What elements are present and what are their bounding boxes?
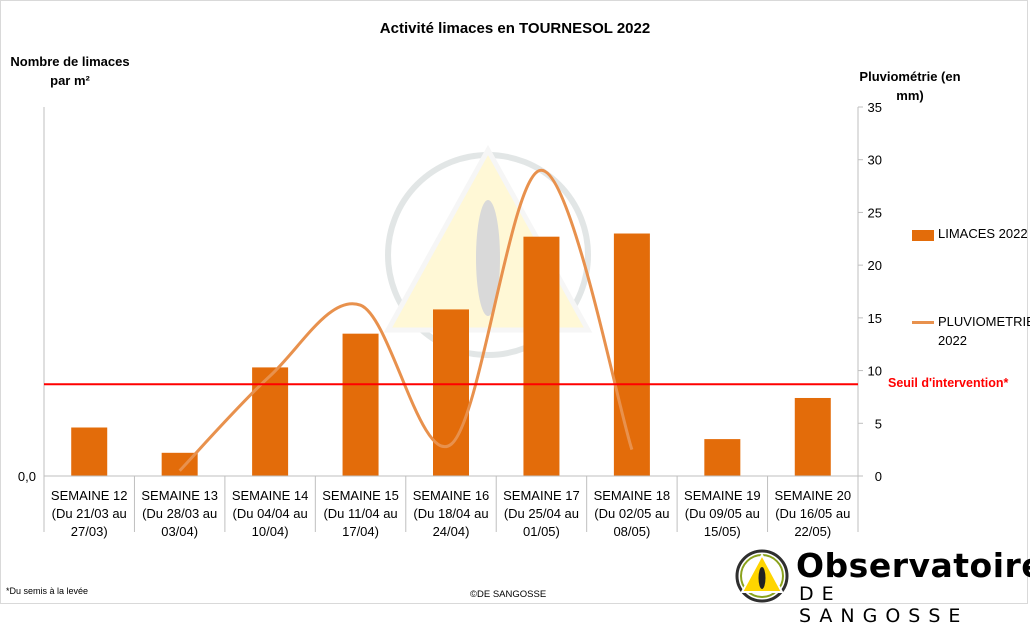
legend-swatch-limaces (912, 230, 934, 241)
x-axis-category-label: 27/03) (71, 524, 108, 539)
x-axis-category-label: SEMAINE 13 (141, 488, 218, 503)
y-axis-right-tick-label: 35 (868, 100, 882, 115)
chart-plot: 0 5 10 15 20 25 30 35 0,0 SEMAINE 12 (Du 21/03 au 2… (18, 100, 882, 539)
x-axis-category-label: 17/04) (342, 524, 379, 539)
y-axis-right-tick-label: 15 (868, 311, 882, 326)
y-axis-right-tick-label: 10 (868, 364, 882, 379)
x-axis-category-label: (Du 28/03 au (142, 506, 217, 521)
bar-limaces (71, 427, 108, 476)
x-axis-category-label: 01/05) (523, 524, 560, 539)
x-axis-category-label: SEMAINE 19 (684, 488, 761, 503)
y-axis-right-tick-label: 30 (868, 153, 882, 168)
x-axis-category-label: (Du 16/05 au (775, 506, 850, 521)
bar-limaces (794, 397, 831, 476)
x-axis-category-label: SEMAINE 20 (774, 488, 851, 503)
x-axis-category-label: 10/04) (252, 524, 289, 539)
x-axis-category-label: (Du 21/03 au (52, 506, 127, 521)
bar-limaces (161, 452, 198, 476)
x-axis-category-label: (Du 04/04 au (233, 506, 308, 521)
x-axis-category-label: SEMAINE 16 (413, 488, 490, 503)
x-axis-category-label: SEMAINE 18 (594, 488, 671, 503)
y-axis-right-tick-label: 0 (875, 469, 882, 484)
legend-label-limaces: LIMACES 2022 (938, 226, 1028, 241)
logo-subtitle: DE SANGOSSE (799, 583, 969, 627)
x-axis-category-label: SEMAINE 12 (51, 488, 128, 503)
legend-item-pluviometrie: PLUVIOMETRIE 2022 (912, 312, 1030, 350)
pluviometrie-line (178, 168, 634, 472)
chart-title: Activité limaces en TOURNESOL 2022 (379, 20, 651, 37)
copyright: ©DE SANGOSSE (470, 589, 547, 600)
x-axis-category-label: SEMAINE 14 (232, 488, 309, 503)
x-axis-category-label: 03/04) (161, 524, 198, 539)
x-axis-category-label: SEMAINE 17 (503, 488, 580, 503)
x-axis-category-label: 22/05) (794, 524, 831, 539)
logo-name: Observatoire® (796, 546, 1030, 585)
y-axis-left-tick-label: 0,0 (18, 469, 36, 484)
footnote: *Du semis à la levée (6, 586, 89, 596)
legend-item-limaces: LIMACES 2022 (912, 226, 1028, 241)
observatoire-logo-icon (735, 549, 789, 603)
x-axis-category-label: 15/05) (704, 524, 741, 539)
legend-label-pluviometrie: PLUVIOMETRIE 2022 (938, 314, 1030, 348)
bar-limaces (342, 333, 379, 476)
y-axis-right-tick-label: 5 (875, 416, 882, 431)
bar-limaces (613, 233, 650, 476)
x-axis-category-label: (Du 09/05 au (685, 506, 760, 521)
bar-limaces (433, 309, 469, 476)
threshold-label: Seuil d'intervention* (888, 376, 1009, 390)
legend-swatch-pluviometrie (912, 321, 934, 324)
x-axis-category-label: 24/04) (433, 524, 470, 539)
y-axis-right-label: Pluviométrie (en mm) (859, 69, 961, 103)
bar-limaces (523, 236, 560, 476)
chart-frame (0, 0, 1028, 604)
x-axis-category-label: SEMAINE 15 (322, 488, 399, 503)
x-axis-category-label: (Du 18/04 au (413, 506, 488, 521)
observatoire-logo: Observatoire® DE SANGOSSE (734, 546, 1030, 627)
x-axis-category-label: (Du 25/04 au (504, 506, 579, 521)
x-axis-category-label: (Du 02/05 au (594, 506, 669, 521)
y-axis-right-tick-label: 20 (868, 258, 882, 273)
y-axis-right-tick-label: 25 (868, 205, 882, 220)
bar-limaces (704, 439, 741, 476)
y-axis-left-label: Nombre de limaces par m² (10, 54, 130, 88)
x-axis-category-label: (Du 11/04 au (323, 506, 397, 521)
x-axis-category-label: 08/05) (613, 524, 650, 539)
